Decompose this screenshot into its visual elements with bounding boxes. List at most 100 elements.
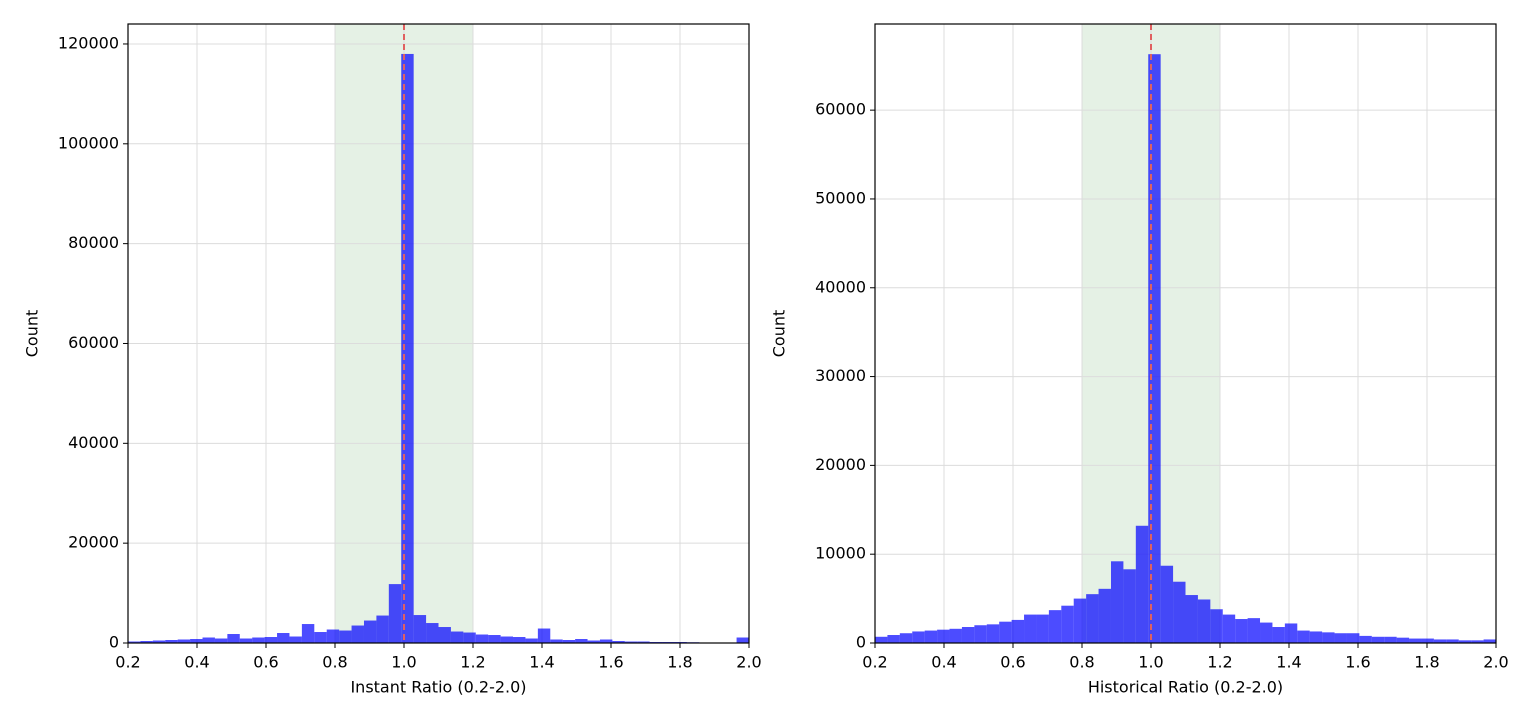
bar	[525, 638, 538, 643]
x-tick-label: 0.8	[1069, 653, 1094, 672]
bar	[438, 627, 451, 643]
bar	[1036, 614, 1049, 643]
bar	[388, 584, 402, 643]
bar	[550, 639, 563, 643]
x-tick-label: 1.8	[1414, 653, 1439, 672]
bar	[351, 625, 364, 643]
bar	[1409, 638, 1422, 643]
bar	[1483, 639, 1496, 643]
x-tick-label: 0.4	[931, 653, 956, 672]
bar	[413, 615, 427, 643]
bar	[1061, 605, 1074, 643]
bar	[1421, 638, 1434, 643]
y-tick-label: 20000	[815, 455, 866, 474]
bar	[1322, 632, 1335, 643]
y-tick-label: 80000	[68, 233, 119, 252]
bar	[500, 636, 514, 643]
x-tick-label: 0.2	[115, 653, 140, 672]
y-tick-label: 40000	[815, 277, 866, 296]
x-tick-label: 1.0	[391, 653, 416, 672]
bar	[1024, 614, 1037, 643]
bar	[1073, 598, 1087, 643]
x-tick-label: 0.6	[1000, 653, 1025, 672]
bar	[1173, 581, 1186, 643]
y-tick-label: 20000	[68, 533, 119, 552]
x-tick-label: 1.2	[460, 653, 485, 672]
bar	[899, 633, 913, 643]
bar	[1284, 623, 1298, 643]
bar	[488, 635, 501, 643]
x-tick-label: 2.0	[1483, 653, 1508, 672]
bar	[562, 640, 576, 643]
bar	[986, 624, 1000, 643]
bar	[128, 641, 141, 643]
bar	[537, 628, 551, 643]
bar	[239, 638, 253, 643]
x-tick-label: 1.8	[667, 653, 692, 672]
bar	[949, 628, 962, 643]
bar	[1086, 594, 1099, 643]
bar	[314, 632, 327, 643]
bar	[289, 636, 302, 643]
bar	[1297, 630, 1310, 643]
x-tick-label: 0.4	[184, 653, 209, 672]
y-tick-label: 10000	[815, 544, 866, 563]
y-axis-label: Count	[23, 310, 42, 358]
x-tick-label: 1.6	[1345, 653, 1370, 672]
bar	[937, 629, 950, 643]
bar	[1222, 614, 1236, 643]
bar	[463, 632, 476, 643]
y-tick-label: 0	[856, 633, 866, 652]
bar	[974, 625, 987, 643]
bar	[363, 620, 377, 643]
bar	[1309, 631, 1323, 643]
x-tick-label: 1.6	[598, 653, 623, 672]
x-tick-label: 0.6	[253, 653, 278, 672]
bar	[1235, 619, 1248, 643]
bar	[624, 641, 638, 643]
bar	[961, 627, 975, 643]
bar	[301, 624, 315, 643]
bar	[1260, 622, 1273, 643]
bar	[264, 637, 278, 643]
bar	[450, 631, 464, 643]
bar	[426, 623, 439, 643]
bar	[736, 637, 749, 643]
bar	[1123, 569, 1136, 643]
bar	[1110, 561, 1124, 643]
bar	[1197, 599, 1211, 643]
bar	[1446, 639, 1459, 643]
y-tick-label: 60000	[68, 333, 119, 352]
bar	[1247, 618, 1261, 643]
bar	[912, 631, 925, 643]
bar	[227, 634, 240, 643]
x-tick-label: 0.8	[322, 653, 347, 672]
x-tick-label: 1.2	[1207, 653, 1232, 672]
bar	[1384, 636, 1397, 643]
y-axis-label: Count	[770, 310, 789, 358]
bar	[599, 639, 613, 643]
plot-frame	[874, 23, 1497, 644]
bar	[376, 615, 389, 643]
bar	[140, 641, 153, 643]
x-tick-label: 1.4	[1276, 653, 1301, 672]
bar	[1210, 609, 1223, 643]
y-tick-label: 100000	[58, 133, 119, 152]
bar	[1160, 565, 1174, 643]
bar	[152, 640, 166, 643]
bar	[1396, 637, 1410, 643]
bar	[214, 638, 228, 643]
bar	[252, 637, 265, 643]
bar	[875, 636, 888, 643]
y-tick-label: 50000	[815, 188, 866, 207]
bar	[165, 640, 178, 643]
y-tick-label: 0	[109, 633, 119, 652]
bar	[1359, 635, 1372, 643]
bar	[1272, 627, 1285, 643]
bar	[1458, 640, 1472, 643]
x-axis-label: Instant Ratio (0.2-2.0)	[350, 678, 526, 697]
bar	[1135, 525, 1149, 643]
bar	[1011, 619, 1025, 643]
x-tick-label: 0.2	[862, 653, 887, 672]
x-axis-label: Historical Ratio (0.2-2.0)	[1088, 678, 1283, 697]
